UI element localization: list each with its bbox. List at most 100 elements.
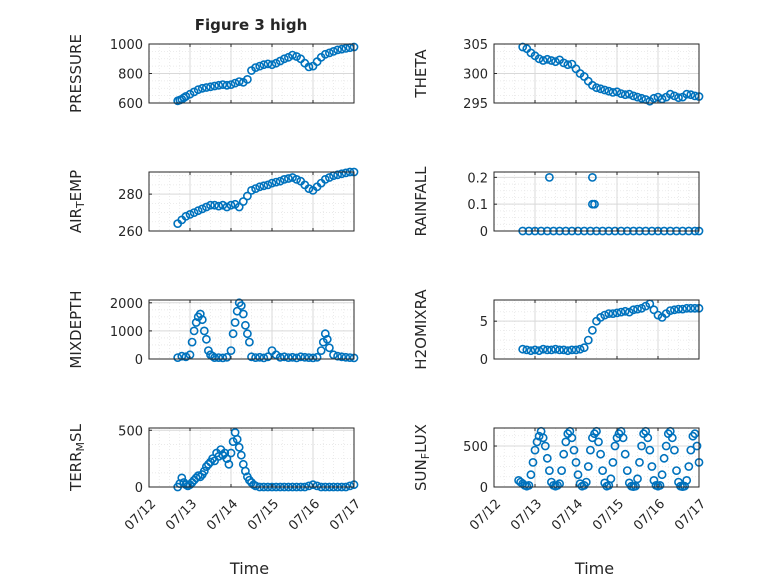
data-point: [316, 346, 326, 355]
axis-box: [148, 299, 355, 360]
data-point: [682, 89, 692, 99]
data-point: [320, 174, 330, 184]
data-point: [210, 200, 219, 210]
data-point: [561, 437, 571, 447]
data-point: [308, 480, 318, 490]
data-point: [647, 462, 657, 471]
data-point: [206, 200, 215, 210]
data-point: [230, 78, 240, 88]
y-tick-label: 295: [463, 97, 488, 112]
data-point: [263, 180, 273, 190]
y-tick-label: 1000: [110, 38, 143, 53]
data-point: [275, 176, 285, 186]
data-point: [616, 89, 626, 98]
data-point: [575, 344, 585, 354]
data-point: [526, 470, 536, 480]
data-point: [228, 329, 238, 339]
data-point: [226, 80, 236, 89]
y-tick-label: 0: [135, 481, 143, 496]
y-tick-label: 305: [463, 38, 488, 53]
data-point: [288, 352, 297, 362]
data-point: [251, 353, 260, 362]
data-point: [674, 304, 683, 314]
data-point: [236, 301, 246, 310]
data-point: [586, 445, 595, 455]
data-point: [573, 470, 583, 480]
data-point: [612, 87, 622, 97]
data-point: [637, 441, 646, 451]
data-point: [224, 459, 234, 469]
data-point: [236, 450, 246, 460]
data-point: [598, 466, 607, 475]
data-point: [185, 209, 195, 219]
data-point: [645, 445, 655, 455]
data-point: [534, 54, 544, 64]
data-point: [197, 315, 207, 325]
data-point: [682, 475, 692, 485]
data-point: [304, 184, 314, 193]
data-point: [333, 170, 342, 180]
data-point: [300, 352, 310, 362]
data-point: [267, 60, 277, 70]
data-point: [177, 351, 187, 361]
data-point: [329, 47, 338, 56]
data-point: [197, 83, 207, 93]
data-point: [279, 54, 289, 64]
data-point: [234, 202, 244, 212]
data-point: [201, 202, 211, 212]
axis-box: [148, 427, 355, 488]
data-point: [608, 457, 618, 467]
data-point: [193, 85, 203, 95]
data-point: [655, 480, 665, 490]
data-point: [214, 80, 224, 90]
data-point: [226, 200, 236, 210]
data-point: [242, 329, 252, 339]
data-point: [308, 353, 318, 363]
data-point: [633, 474, 642, 484]
data-point: [189, 326, 199, 336]
axis-box: [148, 171, 355, 232]
y-axis-label: RAINFALL: [412, 166, 430, 237]
data-point: [530, 345, 540, 355]
data-point: [522, 345, 532, 355]
data-point: [670, 305, 679, 315]
data-point: [534, 431, 544, 441]
chart-mixdepth: 0 1000 2000 MIXDEPTH: [67, 290, 359, 369]
data-point: [643, 433, 653, 443]
data-point: [341, 168, 351, 178]
data-point: [324, 173, 334, 182]
y-tick-label: 600: [118, 97, 143, 112]
data-point: [234, 442, 244, 452]
data-point: [279, 174, 289, 184]
data-point: [337, 44, 347, 54]
data-point: [678, 304, 687, 314]
y-tick-label: 5: [480, 315, 488, 330]
data-point: [244, 337, 254, 347]
data-point: [545, 172, 554, 182]
data-point: [571, 345, 581, 355]
data-point: [583, 462, 593, 471]
data-point: [618, 433, 628, 443]
data-point: [604, 309, 614, 318]
data-point: [259, 60, 269, 70]
data-point: [608, 88, 618, 97]
data-point: [659, 453, 669, 463]
axis-box: [493, 299, 700, 360]
data-point: [649, 93, 659, 103]
data-point: [222, 80, 232, 90]
data-point: [608, 309, 618, 318]
data-point: [569, 445, 579, 455]
data-point: [259, 181, 269, 191]
data-point: [542, 54, 552, 64]
data-point: [624, 89, 634, 99]
data-point: [661, 441, 671, 451]
data-point: [187, 337, 197, 347]
data-point: [226, 448, 236, 458]
data-point: [320, 49, 330, 59]
data-point: [534, 346, 544, 356]
data-point: [259, 353, 269, 363]
y-axis-label: THETA: [412, 49, 430, 99]
data-point: [590, 429, 599, 439]
data-point: [637, 93, 646, 103]
